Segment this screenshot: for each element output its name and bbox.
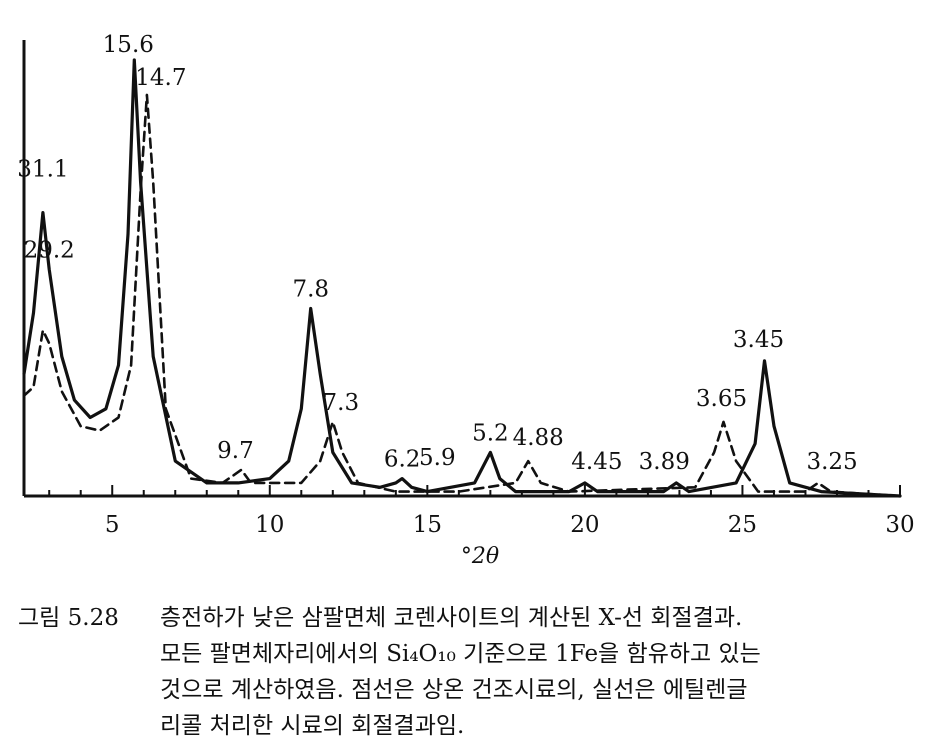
xrd-chart: 5 10 15 20 25 30 31.1 29.2 15.6 14.7 9.7 7.8 7.3 6.2… xyxy=(17,32,915,569)
caption-line-1: 층전하가 낮은 삼팔면체 코렌사이트의 계산된 X-선 회절결과. xyxy=(160,605,743,631)
x-tick-label: 10 xyxy=(255,512,284,538)
caption-line-4: 리콜 처리한 시료의 회절결과임. xyxy=(160,713,465,739)
peak-label: 5.2 xyxy=(472,420,509,446)
caption-line-3: 것으로 계산하였음. 점선은 상온 건조시료의, 실선은 에틸렌글 xyxy=(160,677,748,703)
peak-label: 4.88 xyxy=(513,425,564,451)
figure-caption: 그림 5.28 층전하가 낮은 삼팔면체 코렌사이트의 계산된 X-선 회절결과.… xyxy=(18,600,923,744)
peak-labels: 31.1 29.2 15.6 14.7 9.7 7.8 7.3 6.25.9 5.2 4.88 4.… xyxy=(17,32,857,475)
series-layer xyxy=(22,58,902,498)
x-tick-label: 20 xyxy=(570,512,599,538)
peak-label: 7.3 xyxy=(323,390,360,416)
peak-label: 7.8 xyxy=(292,277,329,303)
peak-label: 5.9 xyxy=(419,445,456,471)
x-axis-label: °2θ xyxy=(461,544,499,569)
peak-label: 3.25 xyxy=(806,449,857,475)
peak-label: 4.45 xyxy=(571,449,622,475)
peak-label: 31.1 xyxy=(17,157,68,183)
peak-label: 3.65 xyxy=(696,386,747,412)
x-tick-label: 30 xyxy=(885,512,914,538)
peak-label: 15.6 xyxy=(103,32,154,58)
peak-label: 6.2 xyxy=(384,447,421,473)
axes: 5 10 15 20 25 30 xyxy=(22,40,915,538)
caption-line-2: 모든 팔면체자리에서의 Si₄O₁₀ 기준으로 1Fe을 함유하고 있는 xyxy=(160,641,761,667)
peak-label: 14.7 xyxy=(135,65,186,91)
series-line-dashed xyxy=(22,93,902,498)
series-line-solid xyxy=(22,58,902,498)
caption-number: 그림 5.28 xyxy=(18,605,119,631)
peak-label: 29.2 xyxy=(24,237,75,263)
x-tick-label: 15 xyxy=(413,512,442,538)
x-tick-label: 25 xyxy=(728,512,757,538)
peak-label: 3.89 xyxy=(639,449,690,475)
peak-label: 9.7 xyxy=(217,438,254,464)
x-tick-label: 5 xyxy=(105,512,120,538)
peak-label: 3.45 xyxy=(733,327,784,353)
